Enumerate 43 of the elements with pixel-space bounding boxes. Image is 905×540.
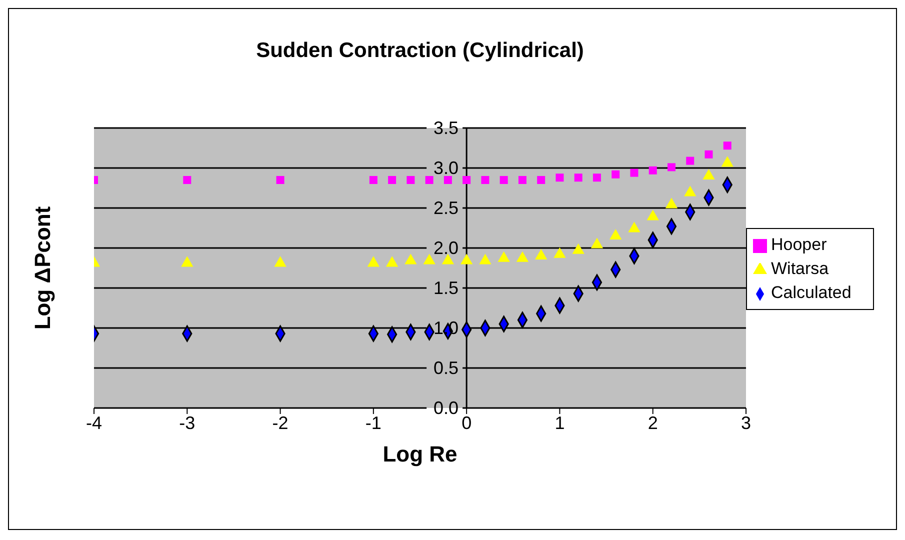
point	[462, 176, 471, 184]
x-tick-label: 3	[740, 412, 752, 433]
y-tick-label: 2.0	[434, 238, 459, 258]
point	[612, 170, 620, 178]
legend-label: Calculated	[771, 283, 852, 302]
point	[500, 176, 508, 184]
point	[276, 176, 284, 184]
point	[723, 142, 732, 150]
y-tick-label: 2.5	[434, 198, 459, 218]
point	[667, 163, 676, 172]
point	[556, 174, 564, 182]
point	[704, 150, 713, 158]
point	[183, 176, 192, 184]
x-tick-label: 0	[462, 412, 472, 433]
x-tick-label: -4	[86, 412, 102, 433]
x-tick-label: -2	[272, 412, 288, 433]
y-tick-label: 3.0	[434, 158, 459, 178]
x-tick-label: -1	[365, 412, 382, 433]
chart-title: Sudden Contraction (Cylindrical)	[256, 39, 584, 62]
x-tick-label: -3	[179, 412, 196, 433]
point	[592, 174, 601, 182]
y-tick-label: 1.5	[434, 278, 459, 298]
point	[686, 156, 694, 165]
point	[537, 176, 546, 184]
legend-label: Hooper	[771, 235, 827, 254]
y-tick-label: 0.5	[434, 358, 459, 378]
point	[388, 176, 396, 184]
point	[574, 174, 582, 182]
point	[406, 176, 415, 184]
point	[481, 176, 490, 184]
y-axis-title: Log ΔPcont	[30, 206, 55, 330]
point	[630, 168, 638, 177]
point	[425, 176, 434, 184]
legend-label: Witarsa	[771, 259, 829, 278]
point	[518, 176, 526, 184]
point	[444, 176, 452, 184]
y-tick-label: 3.5	[434, 118, 459, 138]
x-tick-label: 2	[648, 412, 658, 433]
y-tick-label: 0.0	[434, 398, 459, 418]
point	[369, 176, 378, 184]
point	[648, 166, 657, 174]
x-axis-title: Log Re	[382, 442, 458, 467]
x-tick-label: 1	[554, 412, 565, 433]
